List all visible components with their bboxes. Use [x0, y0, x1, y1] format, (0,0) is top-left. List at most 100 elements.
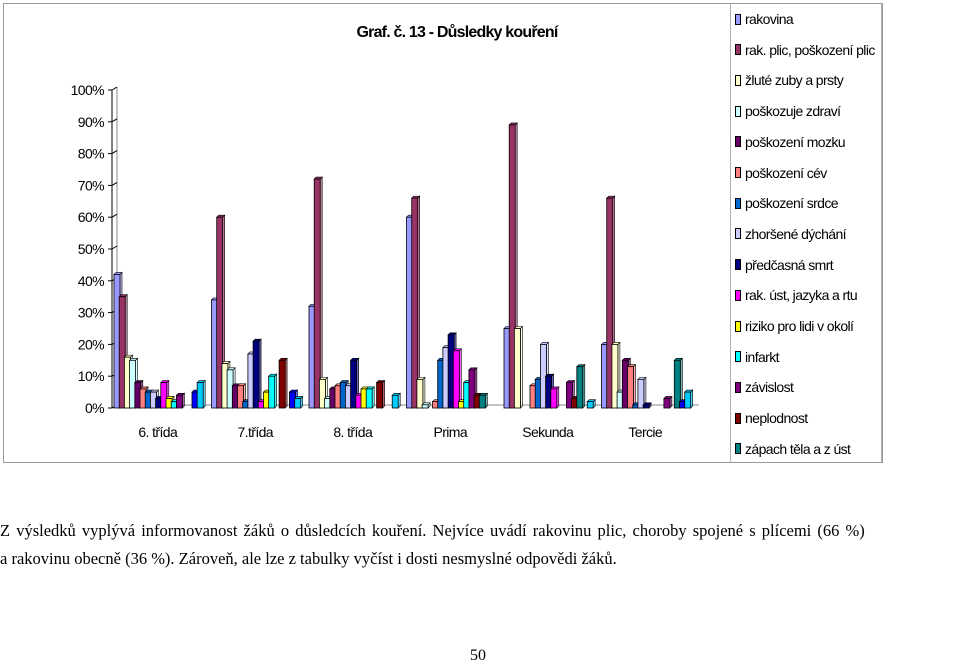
x-tick-label: 8. třída [333, 424, 373, 440]
bar-front [175, 394, 183, 409]
legend-label: infarkt [745, 348, 780, 365]
bar [267, 373, 278, 409]
legend-label: rak. plic, poškození plic [745, 41, 875, 58]
y-tick-label: 90% [78, 114, 104, 130]
y-tick-label: 100% [71, 82, 105, 98]
bar [637, 376, 647, 409]
y-tick-slant [111, 118, 118, 123]
y-tick-slant [111, 86, 118, 91]
bar-front [637, 378, 645, 409]
bar-front [237, 385, 244, 409]
bar-front [216, 216, 224, 409]
y-tick-slant [111, 245, 118, 250]
legend-item: rak. úst, jazyka a rtu [735, 286, 858, 304]
legend-label: předčasná smrt [745, 256, 834, 273]
legend-item: neplodnost [735, 409, 808, 427]
legend-swatch [735, 167, 741, 178]
legend-item: závislost [735, 378, 794, 396]
legend-label: zápach těla a z úst [745, 440, 851, 457]
x-tick-label: 6. třída [138, 424, 178, 440]
y-tick-slant [111, 181, 118, 186]
bar-front [642, 404, 650, 409]
y-tick-label: 30% [78, 305, 104, 321]
bar-front [268, 375, 276, 409]
chart-frame [3, 3, 883, 463]
legend-label: závislost [745, 379, 794, 396]
bar [391, 392, 401, 409]
bar [375, 379, 386, 409]
legend-item: zápach těla a z úst [735, 440, 851, 458]
legend-swatch [735, 136, 741, 148]
legend-swatch [735, 228, 741, 240]
bar-front [365, 388, 373, 409]
x-tick-label: Sekunda [522, 424, 574, 440]
y-tick-label: 20% [78, 336, 104, 352]
bar-front [350, 359, 358, 409]
bar [683, 389, 694, 409]
bar [576, 363, 586, 409]
bar [550, 386, 560, 409]
bar [642, 402, 652, 409]
paragraph-line-1: Z výsledků vyplývá informovanost žáků o … [0, 521, 865, 540]
chart-plot: Graf. č. 13 - Důsledky kouření 0% 10% 20% 3… [71, 24, 699, 440]
bar-front [421, 404, 429, 409]
legend-item: rakovina [735, 10, 794, 28]
bar-front [550, 388, 558, 409]
legend-swatch [735, 320, 741, 332]
bar [410, 195, 421, 409]
bar-front [391, 394, 399, 409]
bar [313, 176, 323, 409]
bar [175, 392, 186, 409]
chart-bars [113, 122, 694, 409]
legend-swatch [735, 381, 741, 393]
bar [452, 348, 463, 409]
bar [215, 214, 226, 409]
bar-front [416, 378, 424, 409]
legend-label: rak. úst, jazyka a rtu [745, 287, 858, 304]
legend-swatch [735, 74, 741, 86]
bar-front [566, 382, 573, 409]
bar [196, 379, 206, 409]
bar-front [160, 382, 168, 409]
paragraph-line-2: a rakovinu obecně (36 %). Zároveň, ale l… [0, 549, 617, 568]
legend-swatch [735, 289, 741, 301]
bar-front [278, 359, 286, 409]
legend-item: riziko pro lidi v okolí [735, 317, 854, 335]
bar-front [684, 391, 692, 409]
bar-front [576, 366, 584, 409]
legend-item: poškozuje zdraví [735, 102, 841, 120]
bar-front [196, 382, 204, 409]
bar [586, 398, 596, 409]
legend-item: žluté zuby a prsty [735, 71, 844, 89]
bar-front [252, 340, 260, 409]
legend-label: rakovina [745, 11, 794, 27]
bar-front [313, 178, 321, 409]
y-tick-label: 40% [78, 273, 104, 289]
bar-front [478, 394, 486, 409]
bar [663, 395, 673, 409]
bar [478, 392, 489, 409]
chart-legend: rakovina rak. plic, poškození plic žluté z… [730, 4, 882, 462]
legend-label: žluté zuby a prsty [745, 72, 844, 89]
legend-swatch [735, 351, 741, 363]
bar-front [294, 398, 302, 409]
bar [513, 325, 524, 409]
legend-label: poškození cév [745, 164, 827, 181]
bar [626, 363, 637, 409]
bar-front [508, 124, 516, 409]
y-tick-label: 10% [78, 368, 104, 384]
page-number: 50 [470, 647, 486, 664]
bar-front [663, 398, 671, 409]
legend-item: předčasná smrt [735, 256, 834, 274]
y-tick-label: 80% [78, 146, 104, 162]
bar-front [586, 401, 594, 409]
legend-swatch [735, 105, 741, 117]
x-tick-label: Tercie [628, 424, 663, 440]
x-tick-label: 7.třída [238, 424, 274, 440]
legend-swatch [735, 259, 741, 271]
y-tick-label: 70% [78, 177, 104, 193]
bar [278, 357, 288, 409]
bar [421, 402, 431, 409]
y-tick-label: 60% [78, 209, 104, 225]
legend-swatch [735, 197, 741, 209]
